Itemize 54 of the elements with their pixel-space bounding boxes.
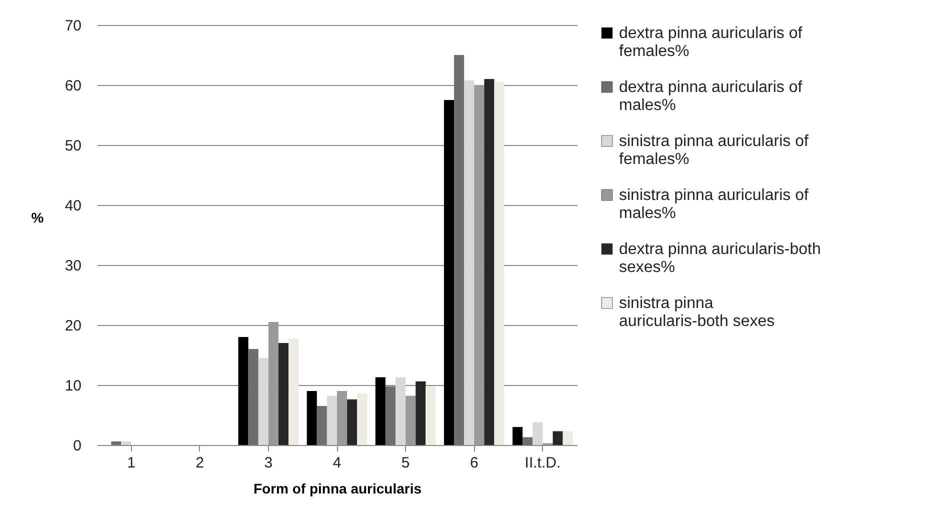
bar (416, 381, 426, 445)
bar (258, 358, 268, 445)
bar (357, 393, 368, 445)
x-tick-label: 1 (127, 454, 136, 472)
y-axis-title: % (31, 210, 44, 226)
y-tick-label: 0 (73, 438, 82, 454)
bar (268, 322, 278, 445)
bar (444, 100, 454, 445)
bar (426, 386, 436, 445)
y-tick-label: 20 (64, 318, 82, 334)
bar (111, 441, 122, 445)
bar (238, 337, 248, 445)
legend-label: dextra pinna auricularis of females% (619, 25, 803, 60)
x-tick-label: 4 (332, 454, 342, 472)
bar (532, 422, 543, 445)
bar (474, 85, 484, 445)
bar (512, 427, 523, 445)
bar (562, 431, 573, 445)
bar (347, 399, 358, 445)
bar (248, 349, 258, 445)
bar (385, 386, 396, 445)
x-axis-title: Form of pinna auricularis (253, 480, 422, 496)
bar (494, 82, 504, 445)
y-tick-label: 10 (64, 378, 82, 394)
bar (406, 396, 416, 445)
bar (484, 79, 494, 445)
bar (121, 441, 132, 445)
bar (552, 431, 563, 445)
y-tick-label: 60 (64, 78, 82, 94)
legend-label: dextra pinna auricularis of males% (619, 79, 803, 114)
bar (316, 406, 327, 445)
y-tick-label: 70 (64, 18, 82, 34)
legend-label: dextra pinna auricularis-both sexes% (619, 241, 821, 276)
x-tick-label: 5 (401, 454, 410, 472)
bar (288, 338, 299, 445)
x-tick-label: 3 (264, 454, 273, 472)
legend-label: sinistra pinna auricularis of males% (619, 187, 809, 222)
x-tick-label: 6 (470, 454, 478, 472)
y-tick-label: 50 (64, 138, 82, 154)
y-tick-label: 30 (64, 258, 82, 274)
bar (375, 377, 386, 445)
bar (278, 343, 289, 445)
bar (522, 437, 533, 445)
bar (337, 391, 348, 445)
bar (454, 55, 464, 445)
legend-label: sinistra pinna auricularis-both sexes (619, 295, 775, 330)
bar (326, 396, 337, 445)
bar (464, 80, 474, 445)
bar (306, 391, 317, 445)
x-tick-label: 2 (196, 454, 204, 472)
x-tick-label: II.t.D. (524, 454, 561, 472)
legend-label: sinistra pinna auricularis of females% (619, 133, 809, 168)
y-tick-label: 40 (64, 198, 82, 214)
bar (396, 377, 406, 445)
